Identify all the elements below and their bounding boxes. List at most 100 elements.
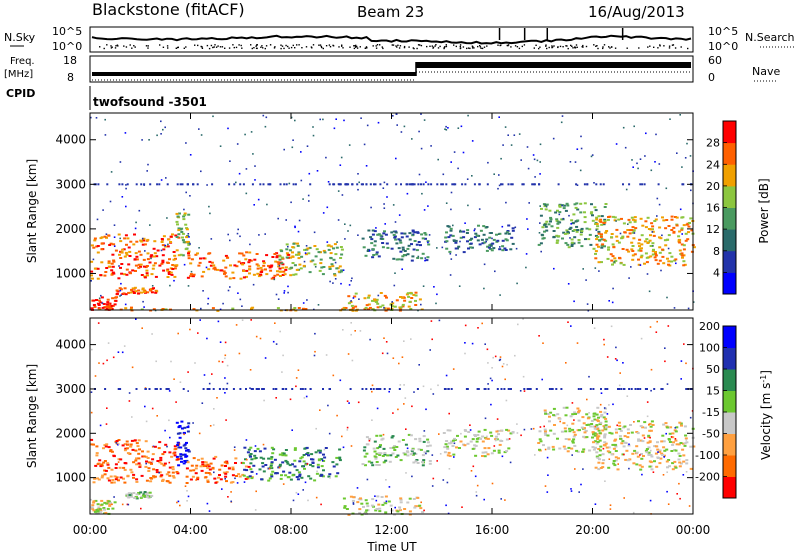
noise-cell bbox=[632, 511, 635, 514]
echo-cell bbox=[254, 457, 258, 459]
noise-cell bbox=[349, 388, 352, 390]
noise-cell bbox=[238, 172, 241, 175]
echo-cell bbox=[103, 473, 107, 476]
echo-cell bbox=[593, 412, 597, 415]
echo-cell bbox=[154, 275, 158, 278]
echo-cell bbox=[105, 305, 109, 308]
noise-cell bbox=[511, 183, 514, 186]
echo-cell bbox=[682, 460, 686, 463]
echo-cell bbox=[278, 465, 282, 468]
echo-cell bbox=[602, 238, 606, 241]
echo-cell bbox=[401, 296, 405, 299]
echo-cell bbox=[171, 466, 175, 468]
noise-cell bbox=[206, 502, 209, 505]
noise-cell bbox=[233, 183, 236, 186]
noise-cell bbox=[290, 201, 292, 204]
echo-cell bbox=[169, 235, 173, 238]
echo-cell bbox=[207, 465, 211, 468]
nsearch-dot bbox=[439, 45, 441, 48]
echo-cell bbox=[598, 423, 602, 426]
echo-cell bbox=[118, 253, 121, 256]
noise-cell bbox=[667, 325, 670, 327]
echo-cell bbox=[211, 307, 215, 310]
echo-cell bbox=[216, 268, 220, 271]
echo-cell bbox=[199, 465, 203, 468]
echo-cell bbox=[371, 229, 375, 232]
echo-cell bbox=[626, 235, 630, 238]
echo-cell bbox=[615, 235, 619, 238]
noise-cell bbox=[266, 203, 268, 206]
nsearch-dot bbox=[355, 46, 357, 48]
noise-cell bbox=[545, 205, 548, 208]
noise-cell bbox=[478, 208, 481, 210]
echo-cell bbox=[123, 462, 127, 464]
noise-cell bbox=[185, 191, 187, 194]
echo-cell bbox=[293, 447, 297, 450]
echo-cell bbox=[655, 465, 659, 468]
noise-cell bbox=[487, 388, 490, 390]
noise-cell bbox=[158, 183, 161, 186]
echo-cell bbox=[623, 441, 627, 444]
noise-cell bbox=[295, 385, 297, 388]
echo-cell bbox=[157, 447, 161, 450]
echo-cell bbox=[571, 222, 575, 225]
noise-cell bbox=[283, 290, 286, 292]
echo-cell bbox=[218, 468, 222, 471]
noise-cell bbox=[372, 388, 375, 390]
echo-cell bbox=[243, 446, 247, 449]
echo-cell bbox=[196, 476, 200, 479]
echo-cell bbox=[411, 448, 415, 451]
echo-cell bbox=[665, 219, 669, 221]
noise-cell bbox=[400, 183, 402, 186]
echo-cell bbox=[338, 448, 342, 451]
echo-cell bbox=[107, 500, 111, 503]
nsearch-dot bbox=[110, 45, 112, 47]
echo-cell bbox=[639, 256, 643, 259]
noise-cell bbox=[128, 400, 131, 402]
echo-cell bbox=[649, 228, 653, 231]
echo-cell bbox=[150, 494, 154, 497]
noise-cell bbox=[181, 183, 184, 186]
noise-cell bbox=[559, 420, 561, 423]
echo-cell bbox=[641, 440, 645, 443]
noise-cell bbox=[346, 429, 349, 431]
echo-cell bbox=[270, 456, 274, 459]
noise-cell bbox=[557, 183, 560, 186]
echo-cell bbox=[137, 263, 141, 266]
echo-cell bbox=[620, 217, 623, 220]
noise-cell bbox=[369, 338, 371, 341]
noise-cell bbox=[423, 119, 426, 121]
echo-cell bbox=[677, 239, 681, 242]
echo-cell bbox=[246, 476, 250, 479]
noise-cell bbox=[179, 504, 181, 507]
power-echo-region bbox=[90, 233, 181, 280]
echo-cell bbox=[187, 243, 191, 246]
echo-cell bbox=[399, 459, 403, 462]
echo-cell bbox=[579, 211, 583, 214]
echo-cell bbox=[247, 261, 251, 264]
noise-cell bbox=[532, 154, 535, 156]
echo-cell bbox=[124, 307, 128, 310]
nsearch-dot bbox=[251, 47, 253, 50]
noise-cell bbox=[144, 388, 147, 390]
echo-cell bbox=[388, 460, 392, 463]
noise-cell bbox=[522, 318, 524, 320]
echo-cell bbox=[428, 462, 432, 465]
echo-cell bbox=[128, 250, 132, 253]
echo-cell bbox=[95, 445, 99, 448]
echo-cell bbox=[107, 479, 111, 482]
echo-cell bbox=[675, 224, 679, 227]
echo-cell bbox=[321, 475, 325, 478]
echo-cell bbox=[280, 474, 283, 477]
noise-cell bbox=[226, 382, 229, 385]
noise-cell bbox=[352, 297, 355, 299]
echo-cell bbox=[367, 460, 371, 463]
noise-cell bbox=[602, 447, 605, 450]
echo-cell bbox=[172, 476, 176, 479]
echo-cell bbox=[588, 233, 592, 236]
noise-cell bbox=[436, 293, 438, 296]
echo-cell bbox=[471, 447, 475, 450]
echo-cell bbox=[632, 229, 636, 232]
echo-cell bbox=[105, 267, 109, 269]
